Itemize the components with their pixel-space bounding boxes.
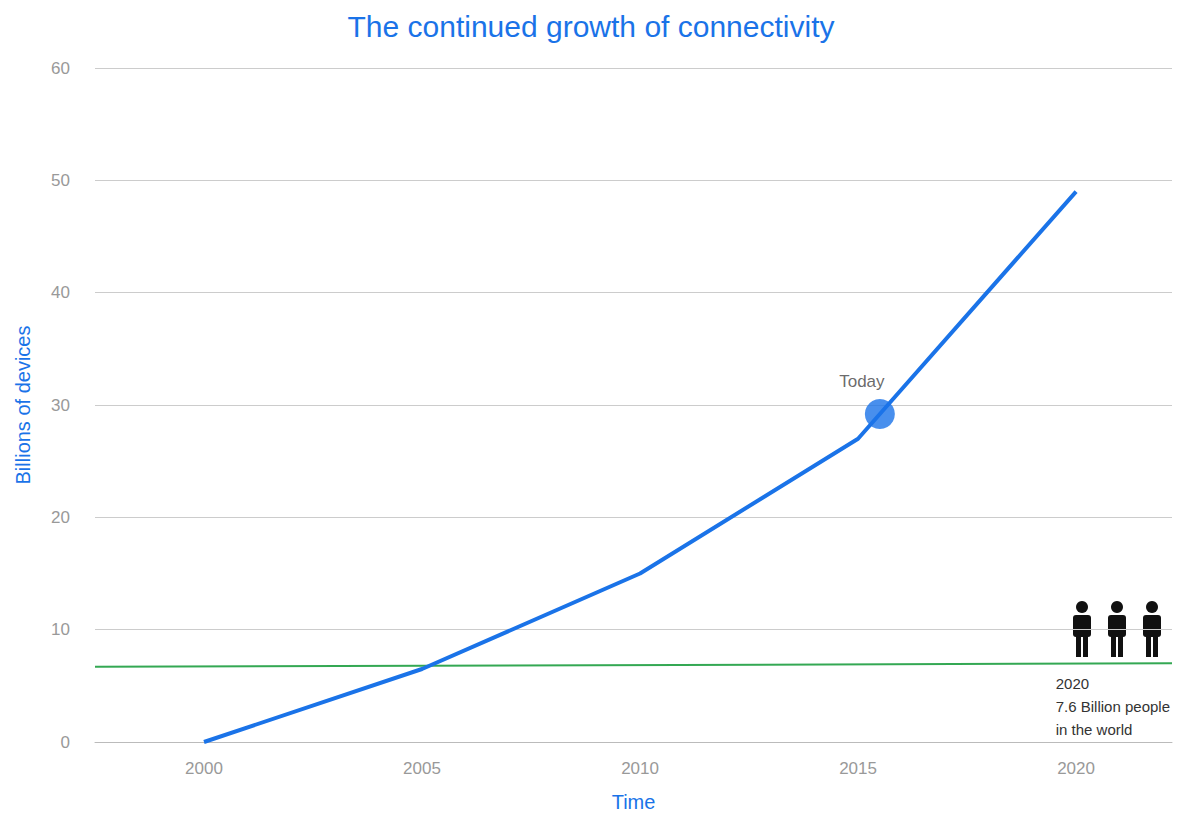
svg-text:30: 30 — [51, 396, 70, 415]
svg-text:2000: 2000 — [185, 759, 223, 778]
svg-text:Time: Time — [612, 791, 656, 813]
svg-text:20: 20 — [51, 508, 70, 527]
svg-text:2020: 2020 — [1056, 675, 1089, 692]
svg-text:2015: 2015 — [839, 759, 877, 778]
svg-text:Billions of devices: Billions of devices — [12, 326, 34, 485]
svg-text:2005: 2005 — [403, 759, 441, 778]
svg-text:7.6 Billion people: 7.6 Billion people — [1056, 698, 1170, 715]
svg-text:2010: 2010 — [621, 759, 659, 778]
svg-text:50: 50 — [51, 171, 70, 190]
svg-text:0: 0 — [61, 733, 70, 752]
svg-text:The continued growth of connec: The continued growth of connectivity — [348, 10, 835, 43]
svg-text:10: 10 — [51, 620, 70, 639]
svg-text:60: 60 — [51, 59, 70, 78]
svg-text:Today: Today — [839, 372, 885, 391]
svg-text:2020: 2020 — [1057, 759, 1095, 778]
svg-text:40: 40 — [51, 283, 70, 302]
svg-text:in the world: in the world — [1056, 721, 1133, 738]
